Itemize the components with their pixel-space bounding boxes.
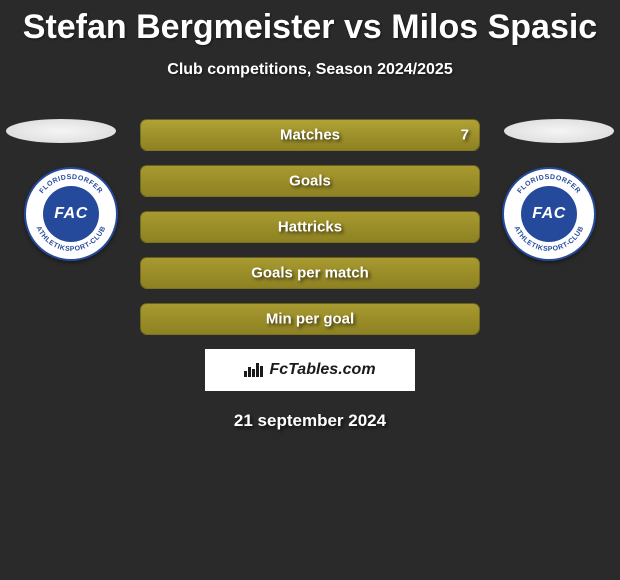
player-left-oval <box>6 119 116 143</box>
svg-text:ATHLETIKSPORT-CLUB: ATHLETIKSPORT-CLUB <box>35 225 108 253</box>
stat-label: Goals <box>141 173 479 190</box>
stat-bar-min-per-goal: Min per goal <box>140 303 480 335</box>
svg-text:FLORIDSDORFER: FLORIDSDORFER <box>38 174 103 195</box>
stat-bar-matches: Matches 7 <box>140 119 480 151</box>
stat-bars: Matches 7 Goals Hattricks Goals per matc… <box>140 119 480 335</box>
comparison-title: Stefan Bergmeister vs Milos Spasic <box>0 0 620 47</box>
badge-ring-text: FLORIDSDORFER ATHLETIKSPORT-CLUB <box>24 167 118 261</box>
attribution-box: FcTables.com <box>205 349 415 391</box>
bars-icon <box>244 363 263 377</box>
player-right-oval <box>504 119 614 143</box>
stat-bar-hattricks: Hattricks <box>140 211 480 243</box>
stat-bar-goals-per-match: Goals per match <box>140 257 480 289</box>
badge-ring-text: FLORIDSDORFER ATHLETIKSPORT-CLUB <box>502 167 596 261</box>
svg-text:FLORIDSDORFER: FLORIDSDORFER <box>516 174 581 195</box>
club-badge-right: FAC FLORIDSDORFER ATHLETIKSPORT-CLUB <box>502 167 596 261</box>
svg-text:ATHLETIKSPORT-CLUB: ATHLETIKSPORT-CLUB <box>513 225 586 253</box>
attribution-text: FcTables.com <box>269 361 375 379</box>
stat-label: Min per goal <box>141 311 479 328</box>
club-badge-left: FAC FLORIDSDORFER ATHLETIKSPORT-CLUB <box>24 167 118 261</box>
stat-label: Hattricks <box>141 219 479 236</box>
comparison-subtitle: Club competitions, Season 2024/2025 <box>0 61 620 79</box>
comparison-content: FAC FLORIDSDORFER ATHLETIKSPORT-CLUB FAC… <box>0 119 620 431</box>
stat-value-right: 7 <box>461 127 469 144</box>
stat-label: Goals per match <box>141 265 479 282</box>
snapshot-date: 21 september 2024 <box>0 411 620 431</box>
stat-bar-goals: Goals <box>140 165 480 197</box>
stat-label: Matches <box>141 127 479 144</box>
